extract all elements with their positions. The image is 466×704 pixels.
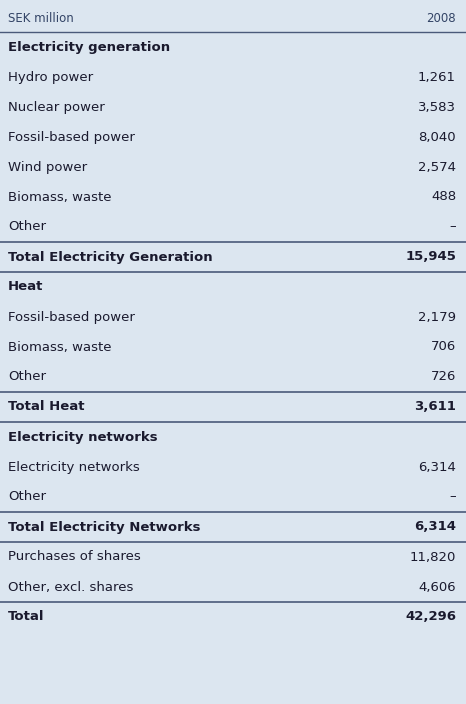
Text: 4,606: 4,606 [418, 581, 456, 593]
Text: 488: 488 [431, 191, 456, 203]
Text: 8,040: 8,040 [418, 130, 456, 144]
Text: SEK million: SEK million [8, 11, 74, 25]
Text: –: – [449, 491, 456, 503]
Text: Electricity generation: Electricity generation [8, 41, 170, 54]
Text: Other, excl. shares: Other, excl. shares [8, 581, 133, 593]
Text: Biomass, waste: Biomass, waste [8, 341, 111, 353]
Text: Total Heat: Total Heat [8, 401, 84, 413]
Text: –: – [449, 220, 456, 234]
Text: 42,296: 42,296 [405, 610, 456, 624]
Text: Wind power: Wind power [8, 161, 87, 173]
Text: Electricity networks: Electricity networks [8, 460, 140, 474]
Text: 11,820: 11,820 [410, 551, 456, 563]
Text: Heat: Heat [8, 280, 43, 294]
Text: Total Electricity Generation: Total Electricity Generation [8, 251, 212, 263]
Text: Other: Other [8, 220, 46, 234]
Text: Other: Other [8, 491, 46, 503]
Text: 2008: 2008 [426, 11, 456, 25]
Text: Hydro power: Hydro power [8, 70, 93, 84]
Text: 6,314: 6,314 [418, 460, 456, 474]
Text: Nuclear power: Nuclear power [8, 101, 105, 113]
Text: Electricity networks: Electricity networks [8, 431, 158, 444]
Text: Total Electricity Networks: Total Electricity Networks [8, 520, 200, 534]
Text: 2,179: 2,179 [418, 310, 456, 324]
Text: 6,314: 6,314 [414, 520, 456, 534]
Text: Other: Other [8, 370, 46, 384]
Text: 3,611: 3,611 [414, 401, 456, 413]
Text: Purchases of shares: Purchases of shares [8, 551, 141, 563]
Text: 706: 706 [431, 341, 456, 353]
Text: Fossil-based power: Fossil-based power [8, 310, 135, 324]
Text: 2,574: 2,574 [418, 161, 456, 173]
Text: 3,583: 3,583 [418, 101, 456, 113]
Text: Biomass, waste: Biomass, waste [8, 191, 111, 203]
Text: Total: Total [8, 610, 44, 624]
Text: 726: 726 [431, 370, 456, 384]
Text: Fossil-based power: Fossil-based power [8, 130, 135, 144]
Text: 1,261: 1,261 [418, 70, 456, 84]
Text: 15,945: 15,945 [405, 251, 456, 263]
